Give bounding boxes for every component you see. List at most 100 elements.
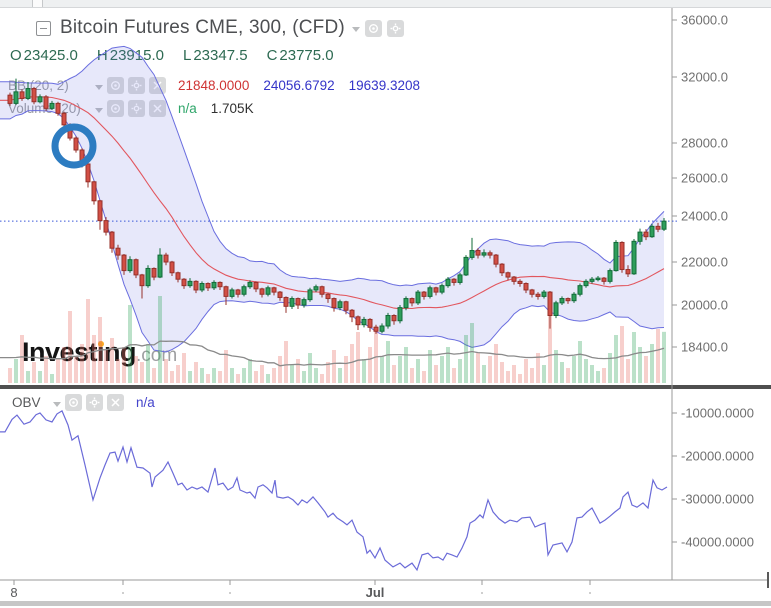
candle bbox=[199, 281, 205, 293]
volume-bar bbox=[470, 323, 474, 383]
watermark-suffix: .com bbox=[136, 345, 178, 366]
obv-hide-button[interactable] bbox=[65, 394, 82, 411]
volume-bar bbox=[38, 371, 42, 383]
close-label: C bbox=[266, 47, 278, 64]
obv-remove-button[interactable] bbox=[107, 394, 124, 411]
volume-bar bbox=[218, 371, 222, 383]
volume-bar bbox=[302, 371, 306, 383]
candle bbox=[505, 271, 511, 281]
volume-bar bbox=[554, 350, 558, 383]
candle bbox=[427, 285, 433, 299]
obv-settings-button[interactable] bbox=[86, 394, 103, 411]
chevron-down-icon[interactable] bbox=[351, 27, 360, 32]
candle bbox=[43, 95, 49, 111]
volume-bar bbox=[290, 365, 294, 383]
volume-bar bbox=[380, 356, 384, 383]
volume-bar bbox=[50, 374, 54, 383]
volume-bar bbox=[404, 347, 408, 383]
volume-settings-button[interactable] bbox=[128, 100, 145, 117]
volume-bar bbox=[122, 347, 126, 383]
volume-bar bbox=[662, 331, 666, 383]
hide-chart-button[interactable] bbox=[364, 19, 382, 37]
volume-bar bbox=[434, 365, 438, 383]
price-panel[interactable] bbox=[0, 45, 672, 383]
volume-hide-button[interactable] bbox=[107, 100, 124, 117]
candle bbox=[631, 239, 637, 275]
volume-bar bbox=[488, 356, 492, 383]
open-label: O bbox=[10, 47, 22, 64]
volume-bar bbox=[590, 365, 594, 383]
chevron-down-icon[interactable] bbox=[95, 107, 103, 113]
candle bbox=[661, 217, 667, 232]
obv-indicator-label[interactable]: OBV bbox=[12, 395, 41, 410]
eye-icon bbox=[68, 397, 79, 408]
price-axis-label: 18400.0 bbox=[681, 340, 728, 355]
candle bbox=[295, 297, 301, 309]
bottom-border-bar[interactable] bbox=[0, 601, 771, 606]
bb-indicator-label[interactable]: BB (20, 2) bbox=[8, 78, 88, 93]
volume-bar bbox=[74, 356, 78, 383]
high-value: 23915.0 bbox=[110, 47, 164, 64]
price-axis-label: 24000.0 bbox=[681, 209, 728, 224]
volume-remove-button[interactable] bbox=[149, 100, 166, 117]
bollinger-middle-line bbox=[0, 96, 665, 310]
volume-bar bbox=[62, 347, 66, 383]
candle bbox=[271, 286, 277, 296]
volume-bar bbox=[398, 356, 402, 383]
volume-bar bbox=[128, 305, 132, 383]
volume-bar bbox=[308, 353, 312, 383]
volume-bar bbox=[452, 368, 456, 383]
candle bbox=[241, 284, 247, 297]
volume-bar bbox=[200, 368, 204, 383]
volume-bar bbox=[170, 371, 174, 383]
price-axis-label: 28000.0 bbox=[681, 136, 728, 151]
candle bbox=[451, 278, 457, 286]
candle bbox=[19, 89, 25, 101]
volume-bar bbox=[212, 368, 216, 383]
volume-bar bbox=[260, 365, 264, 383]
candle bbox=[511, 275, 517, 285]
candle bbox=[637, 228, 643, 245]
candle bbox=[247, 280, 253, 289]
volume-bar bbox=[146, 344, 150, 383]
bb-middle-value: 21848.0000 bbox=[178, 78, 250, 93]
volume-bar bbox=[152, 368, 156, 383]
gear-icon bbox=[131, 103, 142, 114]
candle bbox=[397, 305, 403, 324]
panel-separator[interactable] bbox=[0, 385, 771, 389]
volume-bar bbox=[566, 368, 570, 383]
chevron-down-icon[interactable] bbox=[53, 401, 61, 407]
volume-bar bbox=[500, 362, 504, 383]
symbol-title[interactable]: Bitcoin Futures CME, 300, (CFD) bbox=[60, 17, 345, 38]
volume-bar bbox=[584, 359, 588, 383]
candle bbox=[499, 263, 505, 276]
bb-hide-button[interactable] bbox=[107, 77, 124, 94]
obv-panel[interactable] bbox=[0, 410, 668, 572]
candle bbox=[343, 300, 349, 315]
candle bbox=[145, 265, 151, 288]
volume-bar bbox=[326, 362, 330, 383]
circle-drawing-annotation[interactable] bbox=[51, 123, 97, 169]
volume-bar bbox=[596, 371, 600, 383]
bb-settings-button[interactable] bbox=[128, 77, 145, 94]
candle bbox=[541, 289, 547, 299]
volume-ma-line bbox=[0, 340, 665, 367]
candle bbox=[157, 248, 163, 279]
chevron-down-icon[interactable] bbox=[95, 84, 103, 90]
candle bbox=[307, 287, 313, 302]
collapse-chart-icon[interactable] bbox=[36, 20, 51, 36]
close-icon bbox=[110, 397, 121, 408]
candle bbox=[73, 136, 79, 153]
volume-bar bbox=[116, 359, 120, 383]
volume-current-value: 1.705K bbox=[210, 101, 254, 116]
candle bbox=[151, 267, 157, 281]
candle bbox=[601, 277, 607, 285]
chart-settings-button[interactable] bbox=[386, 19, 404, 37]
price-axis-label: 26000.0 bbox=[681, 171, 728, 186]
candle bbox=[139, 273, 145, 299]
time-axis-label: Jul bbox=[366, 585, 385, 600]
candle bbox=[595, 275, 601, 282]
obv-na-value: n/a bbox=[136, 395, 155, 410]
